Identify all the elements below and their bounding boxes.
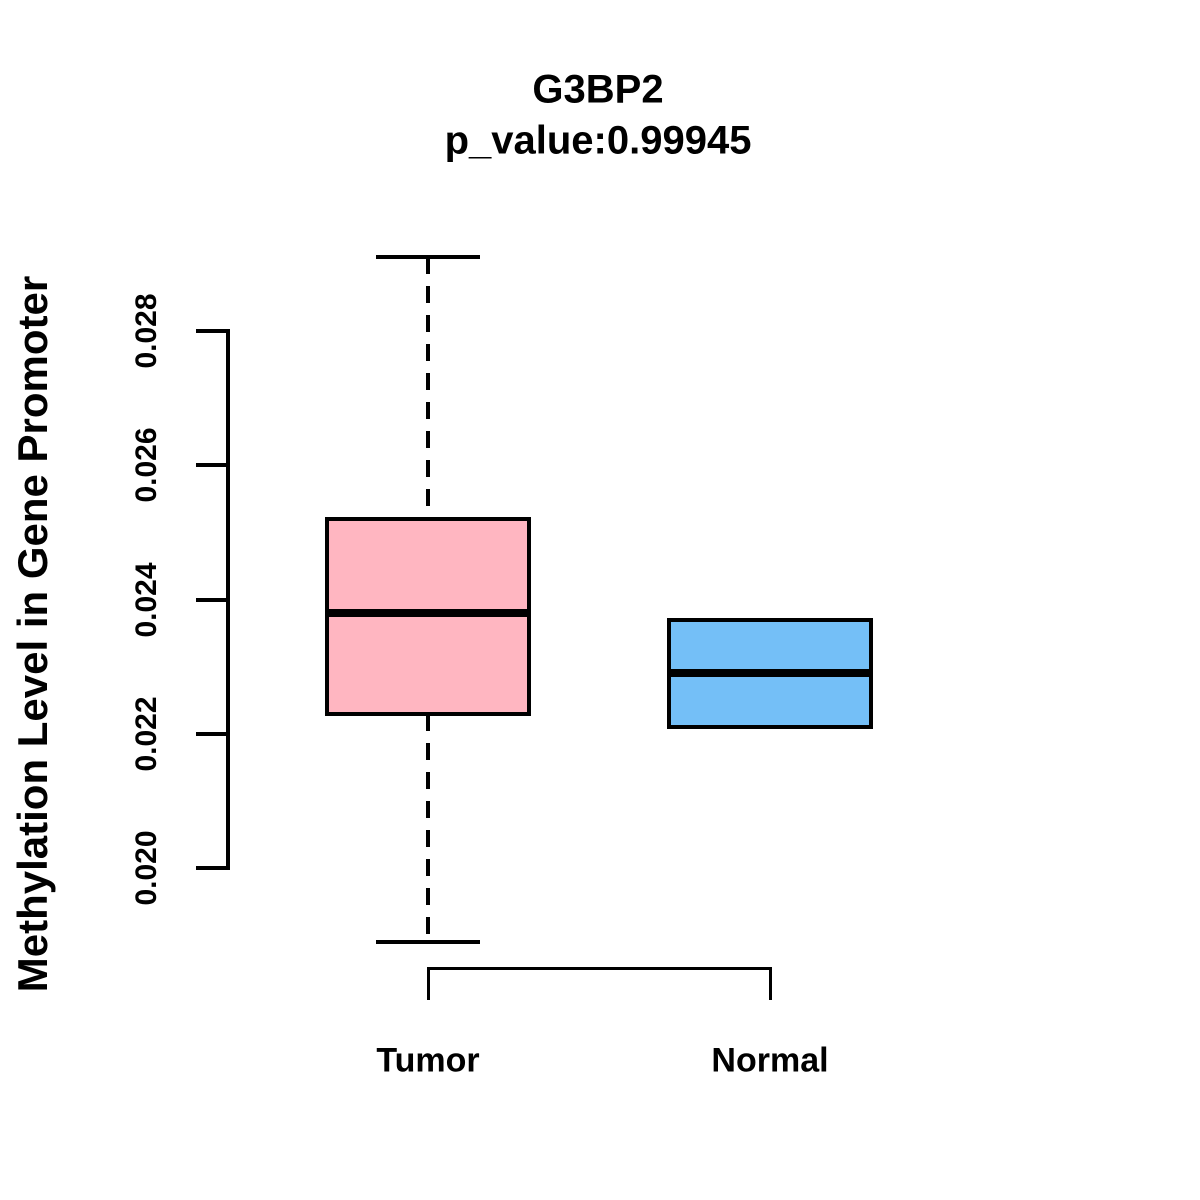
y-tick	[196, 329, 226, 333]
x-axis-bracket	[428, 967, 770, 970]
median-line-tumor	[325, 608, 531, 617]
y-tick-label: 0.022	[130, 696, 163, 772]
x-group-label-tumor: Tumor	[376, 1041, 480, 1080]
y-tick-label: 0.020	[130, 830, 163, 906]
chart-title: G3BP2	[532, 67, 664, 112]
x-group-label-normal: Normal	[711, 1041, 829, 1080]
median-line-normal	[667, 669, 873, 678]
lower-whisker-line-tumor	[426, 713, 430, 942]
y-tick-label: 0.026	[130, 427, 163, 503]
y-tick	[196, 463, 226, 468]
y-tick	[196, 731, 226, 736]
y-tick	[196, 597, 226, 602]
y-tick	[196, 866, 226, 870]
chart-subtitle: p_value:0.99945	[444, 118, 752, 163]
x-axis-tick-tumor	[427, 967, 430, 1000]
lower-whisker-cap-tumor	[376, 939, 480, 944]
x-axis-tick-normal	[769, 967, 772, 1000]
upper-whisker-cap-tumor	[376, 255, 480, 260]
y-tick-label: 0.028	[130, 293, 163, 369]
upper-whisker-line-tumor	[426, 257, 430, 519]
y-axis-line	[226, 329, 230, 870]
y-tick-label: 0.024	[130, 561, 163, 638]
